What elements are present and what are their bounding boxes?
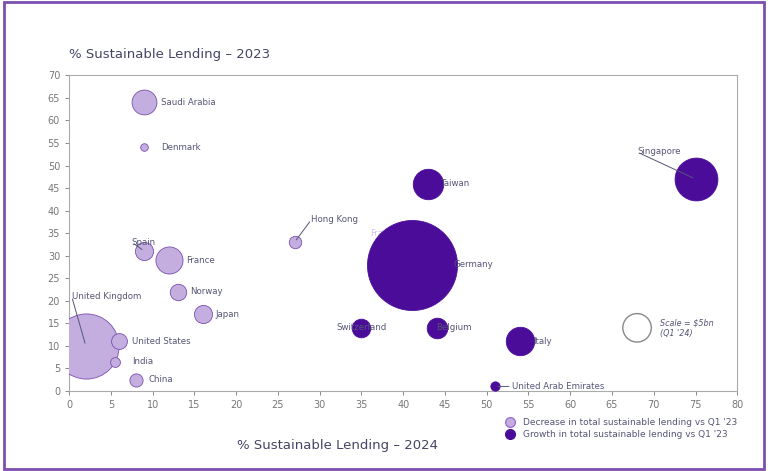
- Text: Norway: Norway: [190, 287, 223, 296]
- Point: [289, 238, 301, 246]
- Text: Japan: Japan: [215, 310, 240, 319]
- Point: [138, 98, 151, 106]
- Text: Germany: Germany: [453, 260, 493, 269]
- Text: Denmark: Denmark: [161, 143, 200, 152]
- Point: [109, 358, 121, 365]
- Point: [138, 247, 151, 255]
- Text: Taiwan: Taiwan: [441, 179, 470, 188]
- Point: [197, 310, 209, 318]
- Point: [130, 376, 142, 383]
- Point: [690, 175, 702, 183]
- Text: Scale = $5bn
(Q1 '24): Scale = $5bn (Q1 '24): [660, 318, 714, 338]
- Point: [430, 324, 442, 332]
- Text: % Sustainable Lending – 2023: % Sustainable Lending – 2023: [69, 48, 270, 61]
- Text: Spain: Spain: [132, 238, 156, 247]
- Text: United States: United States: [132, 337, 190, 346]
- Point: [80, 342, 92, 349]
- Legend: Decrease in total sustainable lending vs Q1 '23, Growth in total sustainable len: Decrease in total sustainable lending vs…: [498, 414, 740, 443]
- Point: [113, 338, 125, 345]
- Point: [631, 324, 644, 332]
- Text: China: China: [148, 375, 173, 384]
- Text: United Kingdom: United Kingdom: [71, 292, 141, 301]
- Text: France: France: [370, 228, 398, 238]
- Text: Switzerland: Switzerland: [336, 323, 386, 333]
- Point: [171, 288, 184, 295]
- Point: [514, 338, 526, 345]
- Text: Belgium: Belgium: [436, 323, 472, 333]
- Point: [489, 382, 502, 390]
- Point: [163, 256, 175, 264]
- Point: [356, 324, 368, 332]
- Point: [422, 180, 435, 187]
- Text: United Arab Emirates: United Arab Emirates: [511, 382, 604, 391]
- Text: Hong Kong: Hong Kong: [311, 215, 359, 224]
- Text: Saudi Arabia: Saudi Arabia: [161, 98, 216, 107]
- Text: India: India: [132, 357, 153, 366]
- Point: [138, 144, 151, 151]
- Text: Italy: Italy: [533, 337, 551, 346]
- Text: % Sustainable Lending – 2024: % Sustainable Lending – 2024: [237, 439, 439, 452]
- Text: Singapore: Singapore: [637, 147, 680, 156]
- Text: France: France: [186, 256, 215, 265]
- Point: [406, 261, 418, 268]
